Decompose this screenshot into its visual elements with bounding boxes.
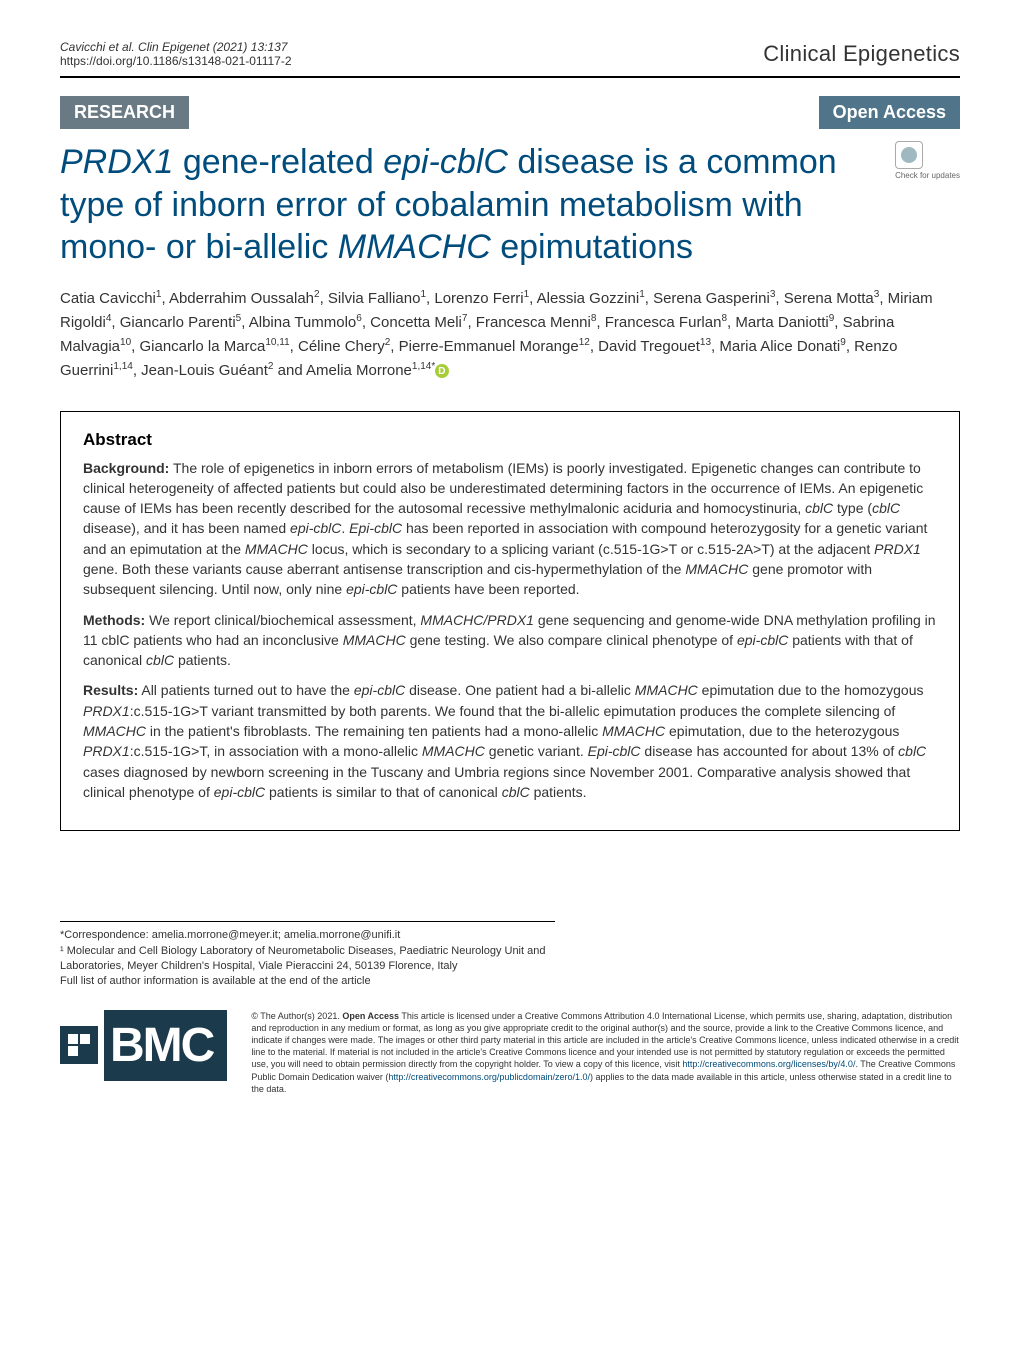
open-access-badge: Open Access	[819, 96, 960, 129]
methods-label: Methods:	[83, 612, 145, 628]
results-text: All patients turned out to have the epi-…	[83, 682, 926, 799]
authors-text: Catia Cavicchi1, Abderrahim Oussalah2, S…	[60, 290, 933, 379]
license-row: BMC © The Author(s) 2021. Open Access Th…	[60, 1010, 960, 1095]
background-text: The role of epigenetics in inborn errors…	[83, 460, 927, 598]
bmc-text: BMC	[104, 1010, 227, 1081]
correspondence-note: Full list of author information is avail…	[60, 974, 555, 989]
background-label: Background:	[83, 460, 169, 476]
methods-text: We report clinical/biochemical assessmen…	[83, 612, 936, 669]
correspondence-affiliation: ¹ Molecular and Cell Biology Laboratory …	[60, 944, 555, 975]
journal-name: Clinical Epigenetics	[763, 41, 960, 67]
license-text: © The Author(s) 2021. Open Access This a…	[251, 1010, 960, 1095]
correspondence-email: *Correspondence: amelia.morrone@meyer.it…	[60, 928, 555, 943]
bmc-logo: BMC	[60, 1010, 227, 1081]
running-head: Cavicchi et al. Clin Epigenet (2021) 13:…	[60, 40, 292, 68]
abstract-results: Results: All patients turned out to have…	[83, 680, 937, 802]
orcid-icon[interactable]	[435, 364, 449, 378]
abstract-heading: Abstract	[83, 430, 937, 450]
article-title: PRDX1 gene-related epi-cblC disease is a…	[60, 141, 879, 269]
title-row: PRDX1 gene-related epi-cblC disease is a…	[60, 141, 960, 269]
correspondence-block: *Correspondence: amelia.morrone@meyer.it…	[60, 921, 555, 990]
author-list: Catia Cavicchi1, Abderrahim Oussalah2, S…	[60, 287, 960, 383]
top-rule	[60, 76, 960, 78]
results-label: Results:	[83, 682, 138, 698]
doi: https://doi.org/10.1186/s13148-021-01117…	[60, 54, 292, 68]
abstract-background: Background: The role of epigenetics in i…	[83, 458, 937, 600]
check-updates-icon	[895, 141, 923, 169]
abstract-methods: Methods: We report clinical/biochemical …	[83, 610, 937, 671]
research-badge: RESEARCH	[60, 96, 189, 129]
check-updates-badge[interactable]: Check for updates	[895, 141, 960, 180]
citation: Cavicchi et al. Clin Epigenet (2021) 13:…	[60, 40, 292, 54]
header-row: Cavicchi et al. Clin Epigenet (2021) 13:…	[60, 40, 960, 68]
category-row: RESEARCH Open Access	[60, 96, 960, 129]
check-updates-label: Check for updates	[895, 171, 960, 180]
abstract-box: Abstract Background: The role of epigene…	[60, 411, 960, 832]
